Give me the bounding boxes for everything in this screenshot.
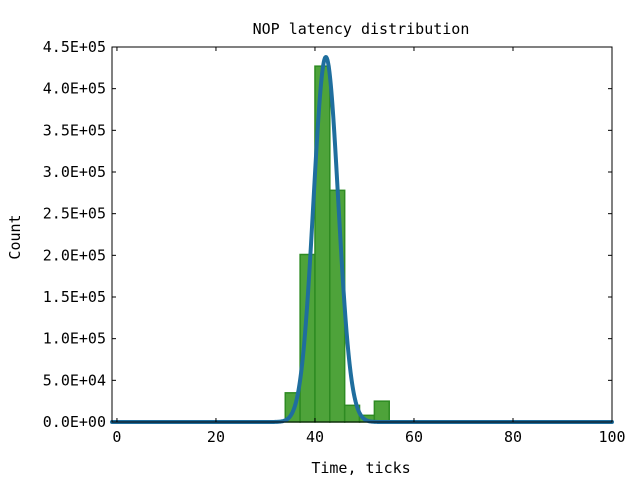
y-tick-label-1: 5.0E+04 [43, 371, 106, 389]
x-tick-label-5: 100 [598, 428, 625, 446]
histogram-bar-6 [373, 400, 390, 423]
x-tick-label-4: 80 [504, 428, 522, 446]
y-tick-label-0: 0.0E+00 [43, 413, 106, 431]
x-axis-label: Time, ticks [311, 459, 410, 477]
y-tick-label-2: 1.0E+05 [43, 330, 106, 348]
y-tick-label-8: 4.0E+05 [43, 80, 106, 98]
x-tick-label-0: 0 [112, 428, 121, 446]
y-tick-label-6: 3.0E+05 [43, 163, 106, 181]
y-tick-label-9: 4.5E+05 [43, 38, 106, 56]
plot-area: 0 20 40 60 80 100 0.0E+00 5.0E+04 1.0E+05 1.5E+05… [43, 38, 626, 446]
y-axis-label: Count [6, 214, 24, 259]
x-tick-label-3: 60 [405, 428, 423, 446]
x-tick-label-2: 40 [306, 428, 324, 446]
y-tick-label-5: 2.5E+05 [43, 205, 106, 223]
y-tick-label-7: 3.5E+05 [43, 121, 106, 139]
chart-title: NOP latency distribution [253, 20, 470, 38]
fit-curve [110, 55, 614, 424]
y-tick-label-4: 2.0E+05 [43, 246, 106, 264]
histogram-bar-3 [329, 189, 346, 423]
y-tick-label-3: 1.5E+05 [43, 288, 106, 306]
axes-frame [111, 46, 613, 423]
x-tick-label-1: 20 [207, 428, 225, 446]
